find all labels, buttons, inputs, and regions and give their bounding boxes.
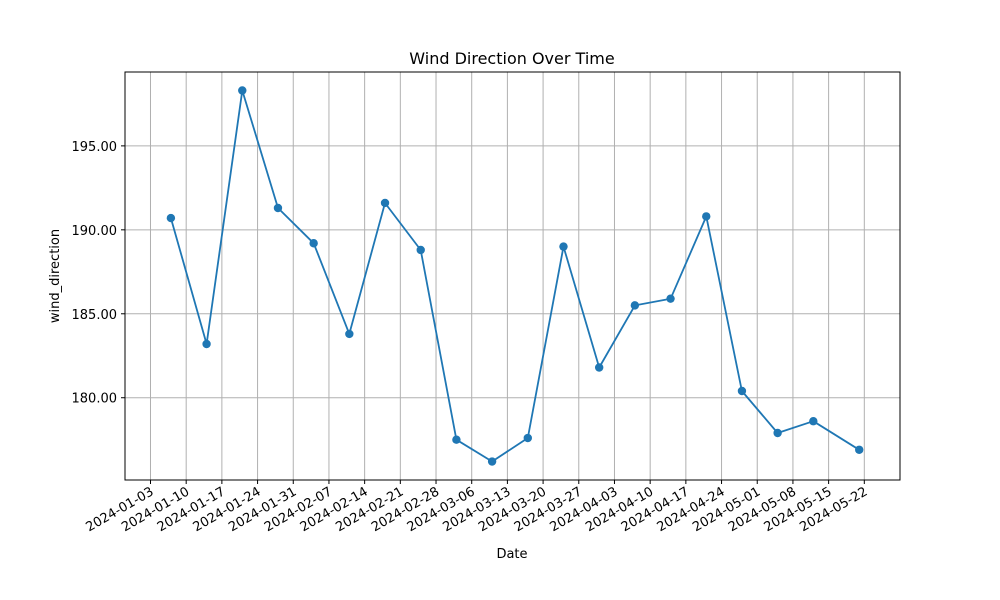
y-tick-label: 185.00 — [72, 308, 118, 323]
data-point — [773, 428, 782, 438]
data-point — [737, 386, 747, 396]
data-point — [630, 301, 640, 310]
y-tick-label: 195.00 — [72, 140, 118, 155]
data-point — [523, 433, 532, 443]
data-point — [666, 294, 675, 303]
data-point — [202, 339, 211, 349]
data-point — [345, 329, 354, 339]
data-point — [594, 363, 604, 372]
data-point — [166, 213, 176, 223]
series-wind-direction — [166, 86, 864, 466]
grid — [125, 72, 900, 480]
data-point — [238, 86, 247, 95]
data-point — [487, 457, 497, 466]
series-line — [170, 89, 860, 463]
y-tick-label: 180.00 — [72, 392, 118, 407]
data-point — [416, 245, 425, 255]
data-point — [855, 445, 864, 454]
chart-title: Wind Direction Over Time — [409, 49, 614, 68]
plot-frame — [124, 71, 901, 481]
axes-ticks: 2024-01-032024-01-102024-01-172024-01-24… — [72, 140, 871, 535]
data-point — [702, 212, 711, 221]
x-axis-label: Date — [496, 547, 527, 562]
data-point — [309, 239, 318, 248]
data-point — [452, 435, 461, 444]
data-point — [380, 198, 390, 208]
y-axis-label: wind_direction — [48, 229, 63, 323]
y-tick-label: 190.00 — [72, 224, 118, 239]
data-point — [809, 417, 818, 426]
data-point — [559, 242, 568, 251]
data-point — [273, 203, 283, 213]
